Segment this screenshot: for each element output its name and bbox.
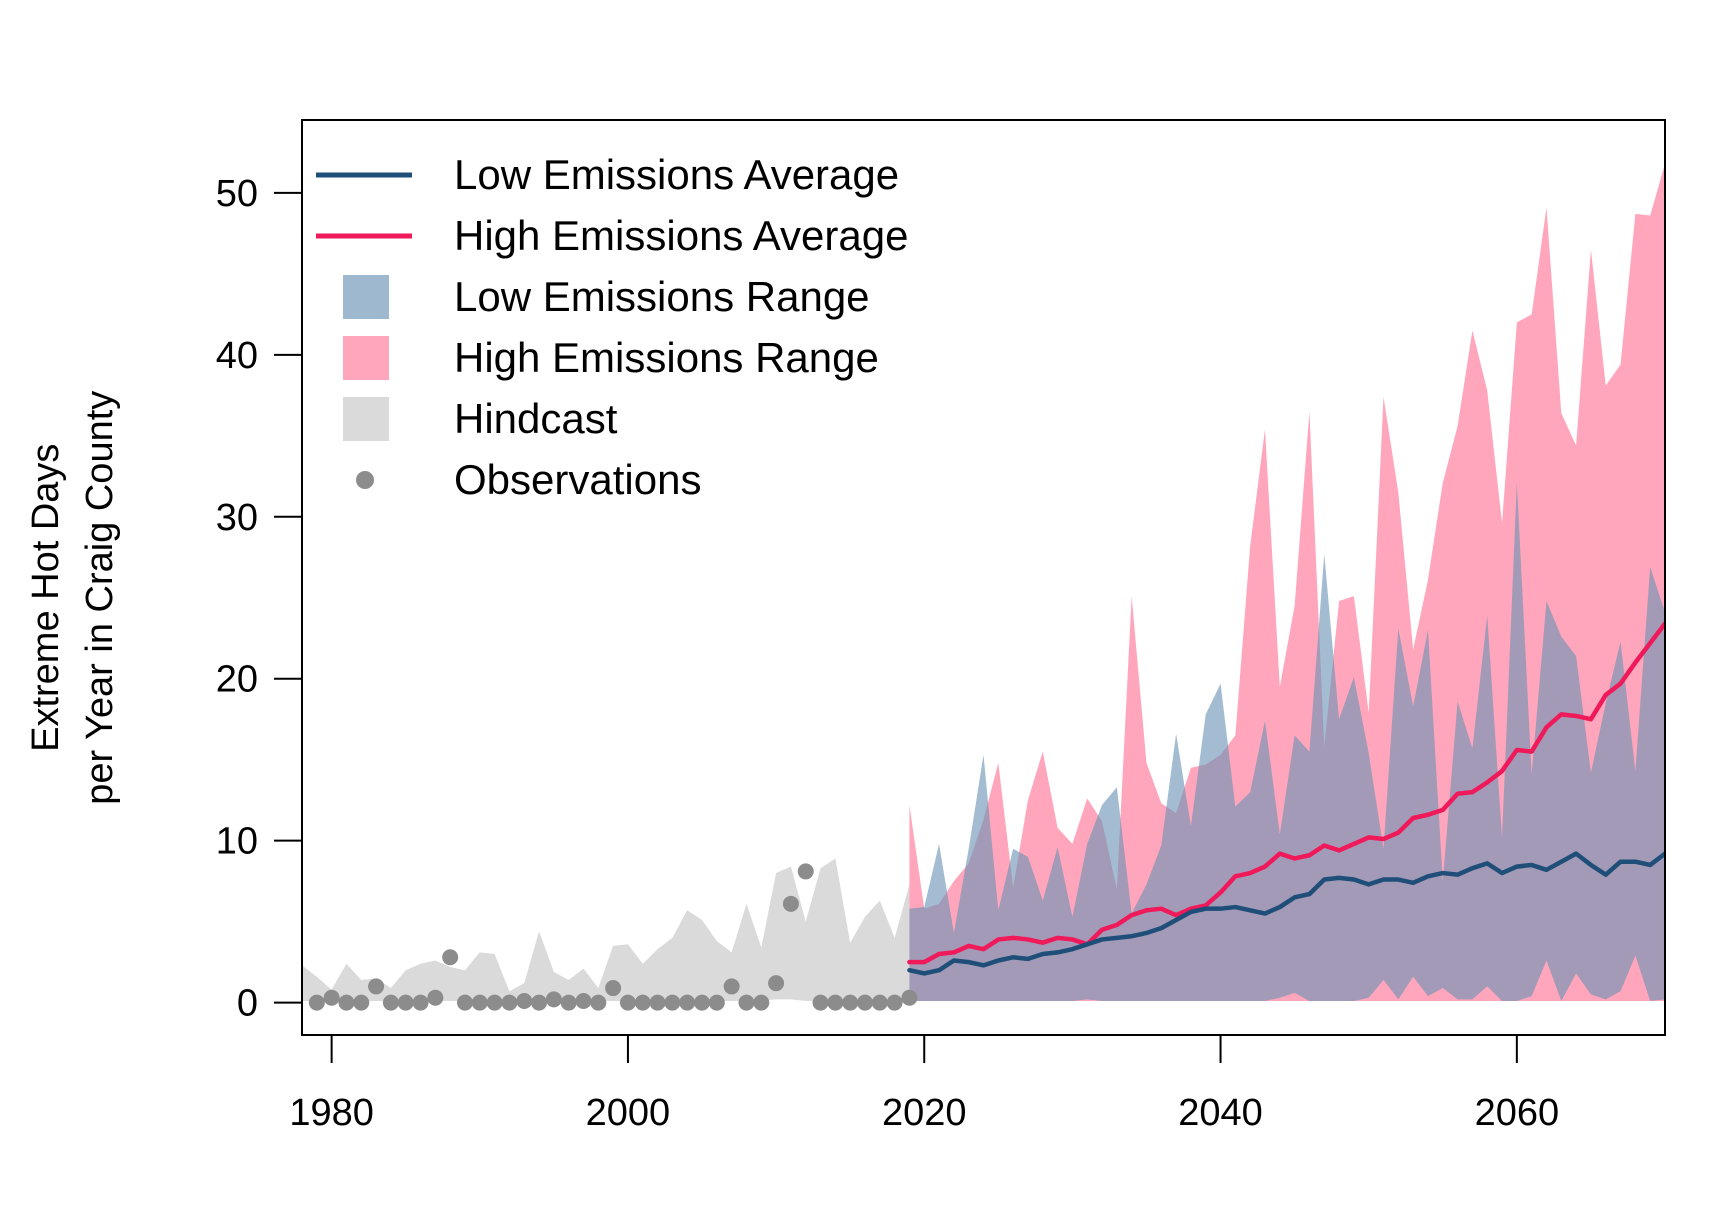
hindcast-band [302, 858, 910, 1001]
observation-point [723, 978, 740, 995]
y-tick-label: 10 [216, 821, 258, 863]
low-emissions-range-band [909, 482, 1665, 1001]
observation-point [812, 994, 829, 1011]
observation-point [605, 980, 622, 997]
observation-point [827, 994, 844, 1011]
legend: Low Emissions Average High Emissions Aver… [316, 151, 908, 503]
legend-label-high-emissions-average: High Emissions Average [454, 212, 908, 259]
y-axis-label-line-1: Extreme Hot Days [25, 444, 67, 752]
observation-point [753, 994, 770, 1011]
x-tick-label: 2020 [882, 1092, 967, 1134]
y-tick-label: 30 [216, 497, 258, 539]
observation-point [338, 994, 355, 1011]
axes: 1980 2000 2020 2040 2060 0 10 20 30 40 50 [216, 119, 1666, 1134]
observation-point [456, 994, 473, 1011]
observation-point [842, 994, 859, 1011]
observation-point [486, 994, 503, 1011]
observation-point [471, 994, 488, 1011]
observation-point [575, 992, 592, 1009]
legend-label-hindcast: Hindcast [454, 395, 618, 442]
y-tick-label: 50 [216, 173, 258, 215]
data-layer [302, 163, 1665, 1011]
observation-point [768, 975, 785, 992]
observation-point [782, 895, 799, 912]
high-emissions-average-line [907, 621, 1665, 965]
x-tick-label: 2060 [1475, 1092, 1560, 1134]
observation-point [886, 994, 903, 1011]
observation-point [634, 994, 651, 1011]
y-tick-label: 40 [216, 335, 258, 377]
observation-point [560, 994, 577, 1011]
legend-swatch-low-emissions-range [343, 275, 389, 319]
y-axis-label-line-2: per Year in Craig County [79, 391, 121, 805]
legend-label-observations: Observations [454, 456, 701, 503]
observation-point [708, 994, 725, 1011]
legend-label-low-emissions-range: Low Emissions Range [454, 273, 870, 320]
legend-label-high-emissions-range: High Emissions Range [454, 334, 879, 381]
legend-swatch-hindcast [343, 397, 389, 441]
observation-point [694, 994, 711, 1011]
observation-point [427, 989, 444, 1006]
y-tick-label: 20 [216, 659, 258, 701]
observation-point [397, 994, 414, 1011]
legend-swatch-high-emissions-range [343, 336, 389, 380]
observation-point [442, 949, 459, 966]
observation-point [531, 994, 548, 1011]
observation-point [353, 994, 370, 1011]
observation-point [501, 994, 518, 1011]
observation-point [664, 994, 681, 1011]
observation-point [649, 994, 666, 1011]
observation-point [382, 994, 399, 1011]
observation-point [308, 994, 325, 1011]
observation-point [797, 863, 814, 880]
observation-point [901, 989, 918, 1006]
observation-point [545, 991, 562, 1008]
observation-point [871, 994, 888, 1011]
observation-point [516, 992, 533, 1009]
legend-swatch-observations [356, 471, 374, 489]
observation-point [590, 994, 607, 1011]
observation-point [856, 994, 873, 1011]
low-emissions-average-line [907, 851, 1665, 976]
observation-point [738, 994, 755, 1011]
observation-point [368, 978, 385, 995]
x-tick-label: 2000 [586, 1092, 671, 1134]
observation-point [679, 994, 696, 1011]
observation-point [619, 994, 636, 1011]
y-axis-label: Extreme Hot Days per Year in Craig Count… [25, 391, 121, 805]
y-tick-label: 0 [237, 983, 258, 1025]
legend-label-low-emissions-average: Low Emissions Average [454, 151, 899, 198]
observation-point [323, 989, 340, 1006]
observation-point [412, 994, 429, 1011]
x-tick-label: 1980 [289, 1092, 374, 1134]
x-tick-label: 2040 [1178, 1092, 1263, 1134]
